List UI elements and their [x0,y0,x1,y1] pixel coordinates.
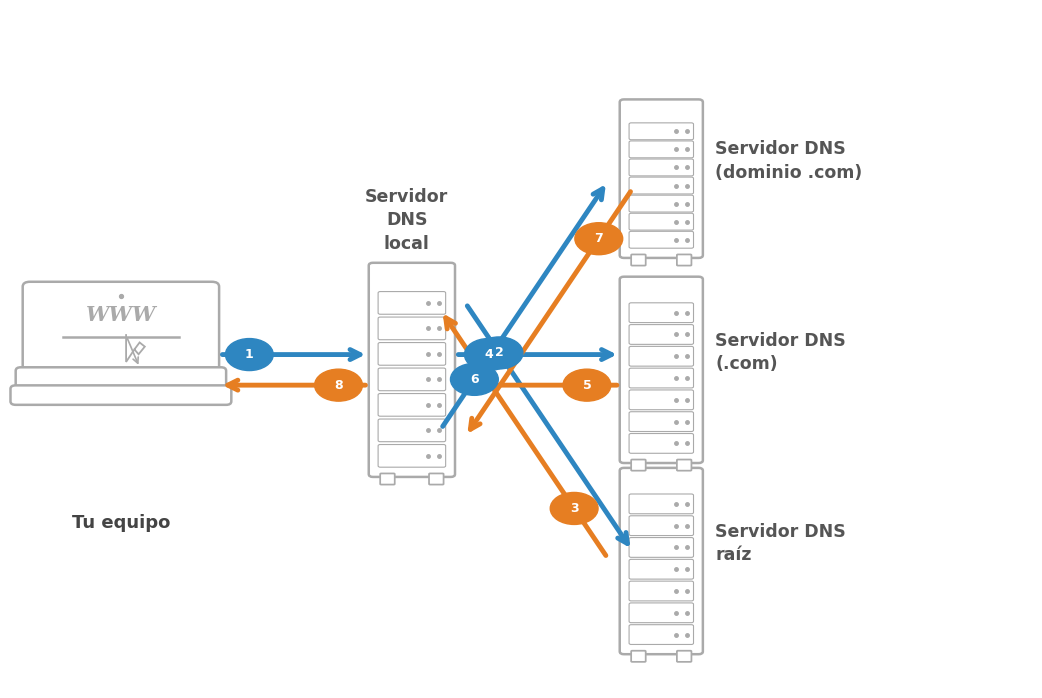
FancyBboxPatch shape [629,412,694,431]
FancyBboxPatch shape [631,255,646,265]
Circle shape [315,369,363,401]
FancyBboxPatch shape [677,459,692,470]
Circle shape [465,339,513,371]
FancyBboxPatch shape [677,651,692,662]
FancyBboxPatch shape [380,473,395,484]
FancyBboxPatch shape [629,494,694,514]
Circle shape [450,364,498,395]
Text: 8: 8 [334,378,343,392]
FancyBboxPatch shape [369,262,455,477]
FancyBboxPatch shape [629,559,694,579]
FancyBboxPatch shape [629,516,694,535]
FancyBboxPatch shape [23,282,219,379]
Text: 7: 7 [594,232,603,245]
Circle shape [575,223,623,255]
FancyBboxPatch shape [620,468,703,654]
Text: Servidor DNS
(dominio .com): Servidor DNS (dominio .com) [716,140,863,182]
FancyBboxPatch shape [629,325,694,344]
FancyBboxPatch shape [629,159,694,176]
FancyBboxPatch shape [629,303,694,322]
FancyBboxPatch shape [629,141,694,158]
Circle shape [550,493,598,524]
Text: Servidor
DNS
local: Servidor DNS local [365,188,448,253]
Text: 2: 2 [495,346,503,359]
FancyBboxPatch shape [378,343,446,365]
Text: 5: 5 [582,378,591,392]
Text: Servidor DNS
(.com): Servidor DNS (.com) [716,332,846,373]
FancyBboxPatch shape [378,394,446,416]
FancyBboxPatch shape [620,276,703,463]
FancyBboxPatch shape [631,459,646,470]
FancyBboxPatch shape [378,317,446,340]
Text: 3: 3 [570,502,578,515]
FancyBboxPatch shape [629,213,694,230]
FancyBboxPatch shape [378,292,446,314]
FancyBboxPatch shape [629,346,694,366]
Text: WWW: WWW [85,304,156,325]
FancyBboxPatch shape [631,651,646,662]
FancyBboxPatch shape [80,386,109,397]
Text: 1: 1 [245,348,253,361]
FancyBboxPatch shape [677,255,692,265]
FancyBboxPatch shape [132,386,162,397]
Text: Servidor DNS
raíz: Servidor DNS raíz [716,523,846,565]
FancyBboxPatch shape [629,231,694,248]
Text: 6: 6 [470,373,478,386]
Text: 4: 4 [483,348,493,361]
FancyBboxPatch shape [378,368,446,391]
Circle shape [225,339,273,371]
FancyBboxPatch shape [629,123,694,140]
FancyBboxPatch shape [629,433,694,453]
FancyBboxPatch shape [629,537,694,557]
FancyBboxPatch shape [629,195,694,212]
FancyBboxPatch shape [16,367,226,392]
FancyBboxPatch shape [629,177,694,194]
FancyBboxPatch shape [378,419,446,442]
FancyBboxPatch shape [629,581,694,601]
FancyBboxPatch shape [378,445,446,467]
Circle shape [475,337,523,369]
FancyBboxPatch shape [629,603,694,623]
FancyBboxPatch shape [429,473,444,484]
FancyBboxPatch shape [629,390,694,410]
FancyBboxPatch shape [629,625,694,644]
FancyBboxPatch shape [10,385,231,405]
Circle shape [563,369,611,401]
FancyBboxPatch shape [620,99,703,258]
FancyBboxPatch shape [629,368,694,388]
Text: Tu equipo: Tu equipo [72,514,170,532]
